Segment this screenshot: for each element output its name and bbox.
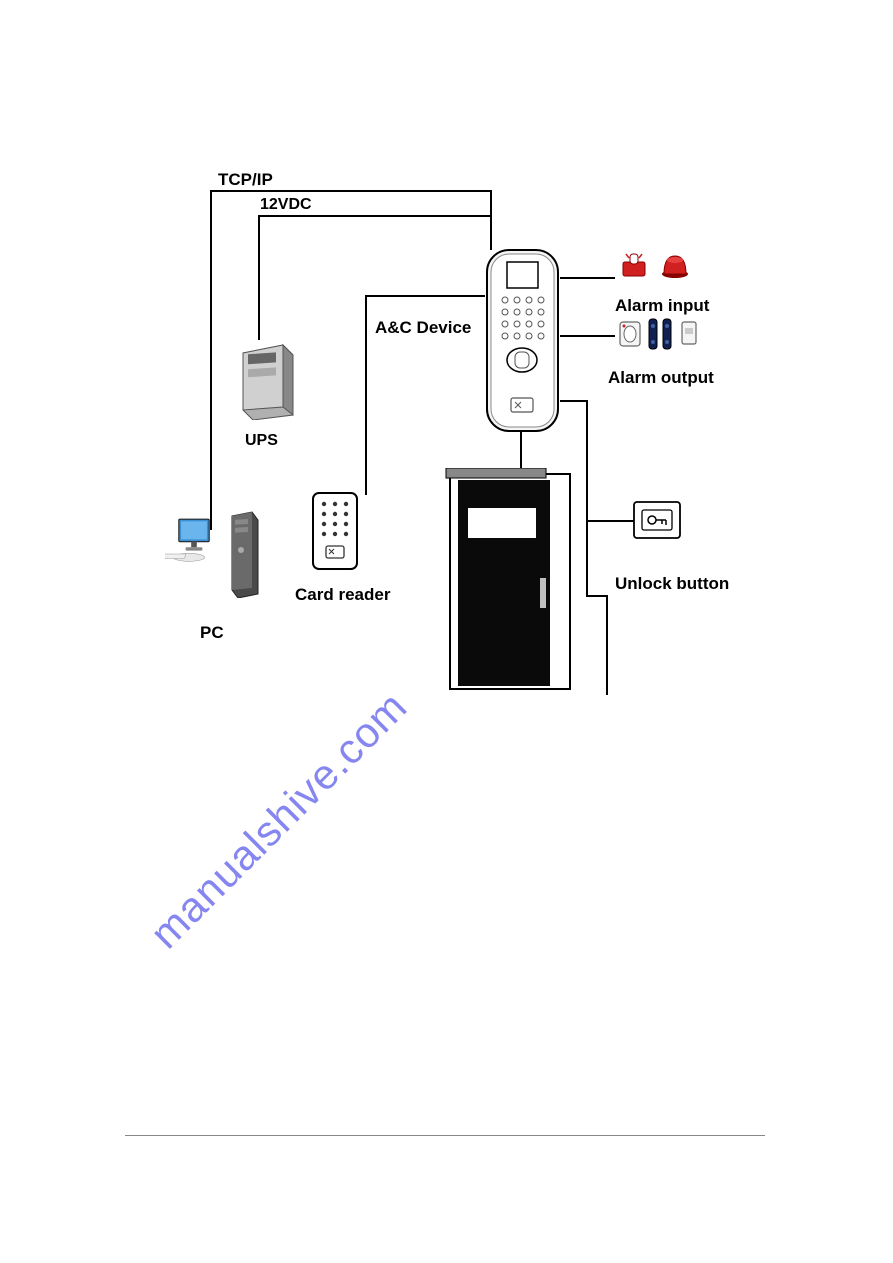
tcpip-label: TCP/IP xyxy=(218,170,273,190)
alarm-output-beam1-icon xyxy=(648,318,658,350)
pc-label: PC xyxy=(200,623,224,643)
unlock-button-label: Unlock button xyxy=(615,574,729,594)
alarm-output-label: Alarm output xyxy=(608,368,714,388)
watermark-text: manualshive.com xyxy=(141,682,417,958)
wire-alarm-in xyxy=(560,277,615,279)
ups-icon xyxy=(238,335,296,420)
ac-device-label: A&C Device xyxy=(375,318,471,338)
wire-cardreader-h xyxy=(365,295,485,297)
wire-ac-top-v xyxy=(490,190,492,250)
wire-unlock-h1 xyxy=(560,400,586,402)
wire-unlock-v xyxy=(586,400,588,595)
wire-unlock-h3 xyxy=(586,595,606,597)
card-reader-label: Card reader xyxy=(295,585,390,605)
pc-case-icon xyxy=(230,510,260,598)
door-icon xyxy=(440,468,575,698)
card-reader-icon xyxy=(310,490,360,572)
alarm-input-siren-icon xyxy=(660,250,690,278)
alarm-input-label: Alarm input xyxy=(615,296,709,316)
alarm-output-pir-icon xyxy=(618,320,642,348)
wire-door-v xyxy=(520,432,522,472)
wire-cardreader-v xyxy=(365,295,367,495)
wire-tcpip-h xyxy=(210,190,490,192)
wire-alarm-out xyxy=(560,335,615,337)
wire-12vdc-v xyxy=(258,215,260,340)
alarm-output-beam2-icon xyxy=(662,318,672,350)
wire-unlock-v2 xyxy=(606,595,608,695)
wire-unlock-h2 xyxy=(586,520,634,522)
ups-label: UPS xyxy=(245,432,278,450)
unlock-button-icon xyxy=(632,500,682,540)
alarm-output-detector-icon xyxy=(680,320,698,346)
page-footer-rule xyxy=(125,1135,765,1136)
alarm-input-strobe-icon xyxy=(620,250,648,278)
wire-tcpip-v xyxy=(210,190,212,530)
wire-12vdc-h xyxy=(258,215,490,217)
pc-monitor-icon xyxy=(165,518,223,563)
vdc-label: 12VDC xyxy=(260,196,312,214)
ac-device-icon xyxy=(485,248,560,433)
